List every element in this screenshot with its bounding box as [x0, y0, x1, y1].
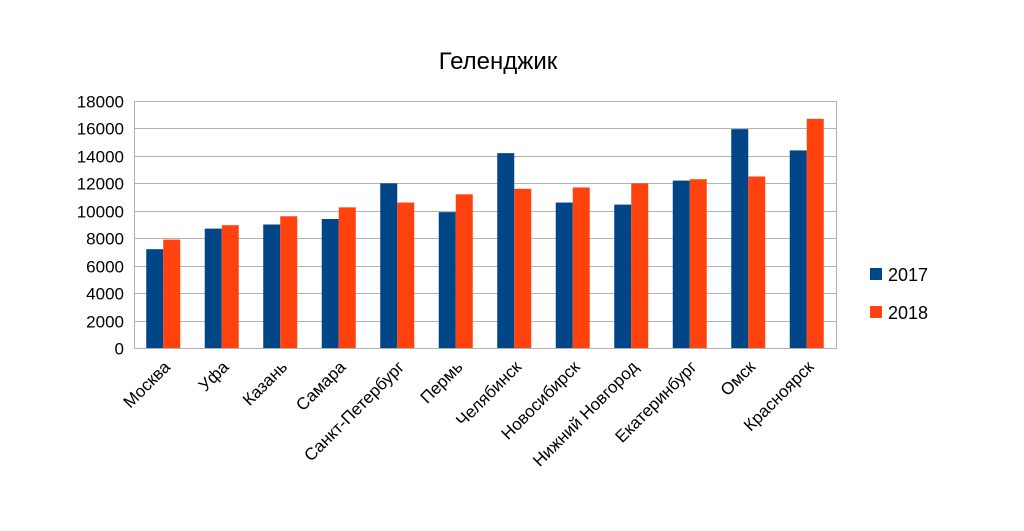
bar-2017-2 [204, 228, 222, 348]
legend-label-2017: 2017 [888, 265, 928, 285]
bar-2018-12 [806, 118, 824, 348]
bar-2018-8 [572, 187, 590, 348]
legend-swatch-2017 [870, 268, 882, 280]
y-axis-ticks: 0 2000 4000 6000 8000 10000 12000 14000 16000 180… [77, 93, 124, 359]
bar-2018-9 [631, 183, 649, 348]
bar-2017-8 [555, 202, 573, 348]
y-tick-label: 10000 [77, 203, 124, 222]
x-category-label: Омск [717, 357, 760, 400]
bar-2018-2 [221, 225, 239, 348]
x-category-label: Самара [292, 357, 350, 415]
y-tick-label: 14000 [77, 148, 124, 167]
legend-label-2018: 2018 [888, 303, 928, 323]
bar-2017-12 [789, 150, 807, 348]
y-tick-label: 2000 [86, 313, 124, 332]
y-tick-label: 0 [115, 340, 124, 359]
bar-2018-6 [455, 194, 473, 348]
bar-2017-3 [263, 224, 281, 348]
y-tick-label: 6000 [86, 258, 124, 277]
bar-2017-5 [380, 183, 398, 348]
bar-2018-10 [689, 179, 707, 348]
bar-2018-4 [338, 207, 356, 348]
plot-border [134, 101, 837, 349]
bar-2018-7 [514, 188, 532, 348]
bar-2017-4 [321, 219, 339, 348]
bar-2017-1 [146, 249, 164, 348]
y-tick-label: 8000 [86, 230, 124, 249]
bar-2017-10 [672, 180, 690, 348]
y-tick-label: 12000 [77, 175, 124, 194]
gridlines [134, 128, 836, 322]
chart-title: Геленджик [439, 48, 558, 75]
legend-swatch-2018 [870, 306, 882, 318]
x-category-label: Пермь [417, 357, 467, 407]
legend: 2017 2018 [870, 265, 928, 323]
y-tick-label: 16000 [77, 120, 124, 139]
y-tick-label: 18000 [77, 93, 124, 112]
bar-2018-1 [163, 239, 181, 348]
x-category-label: Нижний Новгород [529, 357, 642, 470]
x-category-label: Казань [239, 357, 291, 409]
bar-2017-6 [438, 212, 456, 348]
y-tick-label: 4000 [86, 285, 124, 304]
bar-2017-9 [614, 204, 632, 348]
bar-2018-5 [397, 202, 415, 348]
bar-2018-3 [280, 216, 298, 348]
x-category-label: Санкт-Петербург [300, 357, 408, 465]
bar-2017-7 [497, 153, 515, 348]
bar-2017-11 [731, 129, 749, 348]
x-category-label: Уфа [195, 357, 233, 395]
plot-frame [134, 101, 837, 349]
bar-2018-11 [748, 176, 766, 348]
x-category-label: Москва [120, 357, 175, 412]
bars [146, 118, 824, 348]
